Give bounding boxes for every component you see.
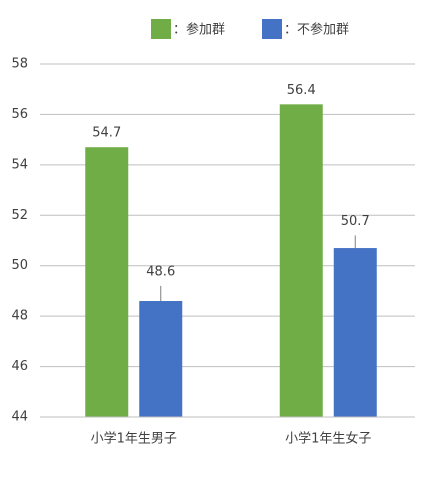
y-tick-label: 46 (11, 359, 28, 374)
legend-swatch (151, 19, 171, 39)
y-tick-label: 44 (11, 410, 28, 425)
x-tick-label: 小学1年生女子 (285, 431, 371, 447)
legend-swatch (262, 19, 282, 39)
legend-label: ：参加群 (173, 22, 225, 38)
y-tick-label: 58 (11, 57, 28, 72)
y-tick-label: 52 (11, 208, 28, 223)
y-tick-label: 56 (11, 107, 28, 122)
bar (279, 104, 323, 417)
value-label: 48.6 (146, 264, 175, 279)
bar (139, 301, 183, 417)
bar (85, 147, 129, 417)
x-tick-label: 小学1年生男子 (91, 431, 177, 447)
y-tick-label: 48 (11, 309, 28, 324)
bar (333, 248, 377, 417)
y-tick-label: 50 (11, 258, 28, 273)
value-label: 54.7 (92, 126, 121, 141)
value-label: 50.7 (341, 214, 370, 229)
y-tick-label: 54 (11, 157, 28, 172)
legend-label: ：不参加群 (284, 22, 349, 38)
value-label: 56.4 (287, 83, 316, 98)
